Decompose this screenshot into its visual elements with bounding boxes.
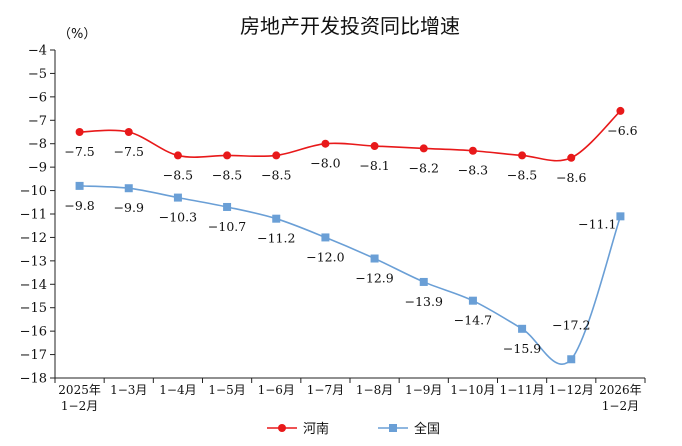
x-tick-label: 1−3月 <box>110 383 147 397</box>
y-tick-label: −18 <box>20 372 47 387</box>
data-point-1 <box>518 324 527 333</box>
data-label: −7.5 <box>114 144 144 159</box>
data-point-1 <box>124 184 133 193</box>
x-tick-label: 1−7月 <box>307 383 344 397</box>
data-label: −8.5 <box>507 167 537 182</box>
data-label: −8.6 <box>556 170 586 185</box>
unit-label: （%） <box>58 27 96 42</box>
y-tick-label: −11 <box>20 208 47 223</box>
data-point-0 <box>567 153 576 162</box>
data-point-0 <box>272 151 281 160</box>
data-point-0 <box>419 144 428 153</box>
data-label: −9.8 <box>64 198 94 213</box>
y-tick-label: −14 <box>20 278 47 293</box>
data-point-1 <box>223 202 232 211</box>
x-tick-label: 1−10月 <box>450 383 495 397</box>
y-tick-label: −10 <box>20 184 47 199</box>
x-tick-label: 1−5月 <box>208 383 245 397</box>
data-point-0 <box>370 142 379 151</box>
x-tick-label: 1−9月 <box>405 383 442 397</box>
data-label: −8.1 <box>359 158 389 173</box>
data-point-0 <box>321 139 330 148</box>
data-label: −8.5 <box>163 167 193 182</box>
x-tick-label: 2025年 <box>58 383 101 397</box>
data-label: −8.3 <box>458 163 488 178</box>
y-tick-label: −16 <box>20 325 47 340</box>
data-point-0 <box>468 146 477 155</box>
x-tick-label: 1−8月 <box>356 383 393 397</box>
data-label: −14.7 <box>454 313 492 328</box>
data-point-0 <box>616 106 625 115</box>
legend-marker-1 <box>389 424 397 432</box>
chart-title: 房地产开发投资同比增速 <box>240 14 460 38</box>
y-tick-label: −12 <box>20 231 47 246</box>
y-tick-label: −7 <box>28 114 47 129</box>
x-tick-label: 2026年 <box>599 383 642 397</box>
legend-label-1: 全国 <box>414 421 440 437</box>
x-tick-label: 1−12月 <box>549 383 594 397</box>
data-point-1 <box>567 355 576 364</box>
data-point-1 <box>468 296 477 305</box>
axes: −4 −5 −6 −7 −8 −9 −10 −11 −12 −13 −14 −15 −16 −17 −18 2… <box>20 44 646 413</box>
data-point-1 <box>419 277 428 286</box>
x-tick-label: 1−2月 <box>61 399 98 413</box>
y-tick-label: −13 <box>20 254 47 269</box>
data-label: −10.7 <box>208 219 246 234</box>
y-tick-label: −8 <box>28 137 47 152</box>
x-tick-label: 1−2月 <box>602 399 639 413</box>
legend: 河南 全国 <box>267 421 440 437</box>
series-line-0 <box>79 110 621 162</box>
data-label: −13.9 <box>405 294 443 309</box>
data-label: −6.6 <box>607 123 637 138</box>
data-point-1 <box>75 181 84 190</box>
data-point-1 <box>370 254 379 263</box>
data-label: −15.9 <box>503 341 541 356</box>
data-point-1 <box>616 212 625 221</box>
data-label: −9.9 <box>114 200 144 215</box>
data-point-1 <box>321 233 330 242</box>
y-tick-label: −17 <box>20 348 47 363</box>
data-point-0 <box>223 151 232 160</box>
data-label: −7.5 <box>64 144 94 159</box>
legend-marker-0 <box>278 424 286 432</box>
data-label: −8.5 <box>261 167 291 182</box>
series-markers <box>75 106 625 364</box>
data-label: −8.2 <box>409 160 439 175</box>
data-label: −12.9 <box>355 271 393 286</box>
data-label: −10.3 <box>159 210 197 225</box>
data-label: −17.2 <box>552 317 590 332</box>
x-tick-label: 1−4月 <box>159 383 196 397</box>
legend-label-0: 河南 <box>303 421 329 437</box>
y-tick-label: −9 <box>28 161 47 176</box>
data-label: −11.2 <box>257 231 295 246</box>
data-label: −8.0 <box>310 156 340 171</box>
data-point-0 <box>75 128 84 136</box>
series-lines <box>79 110 622 366</box>
data-point-1 <box>173 193 182 202</box>
x-tick-label: 1−6月 <box>258 383 295 397</box>
data-labels: −7.5 −7.5 −8.5 −8.5 −8.5 −8.0 −8.1 −8.2 −8.3 −8.5… <box>64 123 637 356</box>
data-label: −12.0 <box>306 249 344 264</box>
y-tick-label: −5 <box>28 67 47 82</box>
data-point-0 <box>518 151 527 160</box>
data-point-0 <box>124 128 133 136</box>
data-point-1 <box>272 214 281 223</box>
y-tick-label: −6 <box>28 90 47 105</box>
data-label: −8.5 <box>212 167 242 182</box>
x-tick-label: 1−11月 <box>500 383 545 397</box>
y-tick-label: −4 <box>28 44 47 59</box>
data-label: −11.1 <box>578 216 616 231</box>
y-tick-label: −15 <box>20 301 47 316</box>
data-point-0 <box>173 151 182 160</box>
